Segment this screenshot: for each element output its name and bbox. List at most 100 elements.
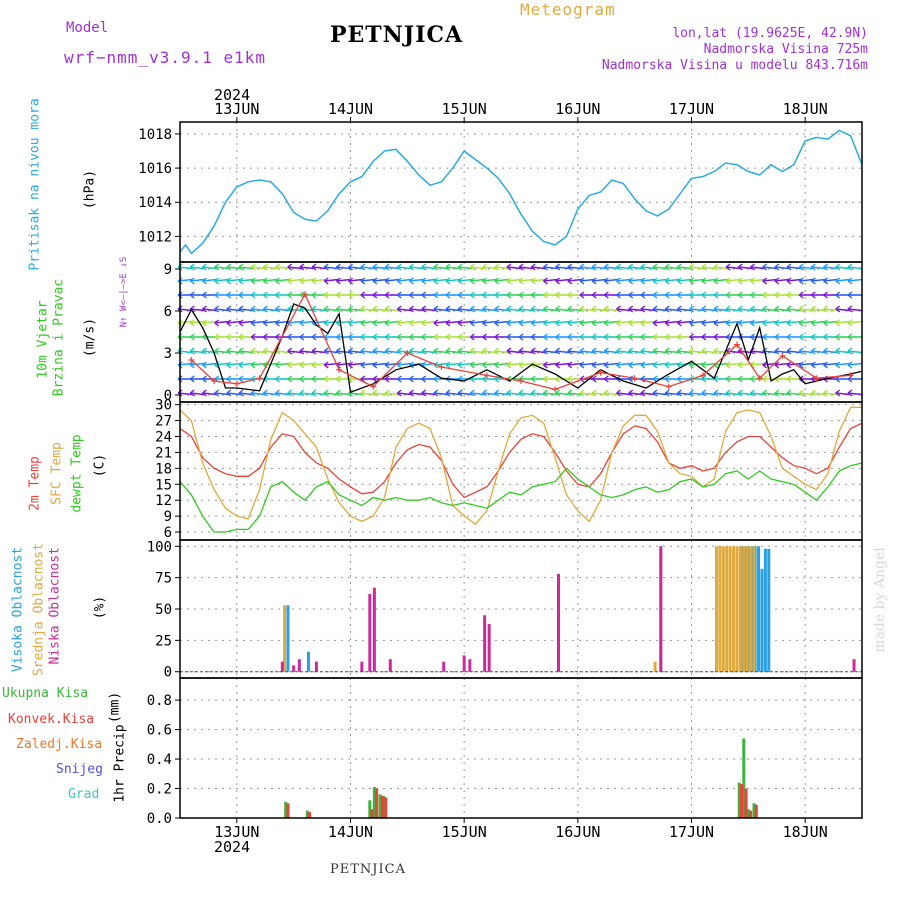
wind-arrow [348, 362, 363, 366]
bar [752, 803, 756, 818]
wind-arrow-head [810, 333, 816, 341]
wind-arrow-head [202, 361, 207, 369]
model-label: Model [66, 20, 109, 36]
wind-arrow-head [287, 333, 293, 341]
wind-arrow [360, 320, 375, 324]
bar [297, 659, 301, 672]
bar [732, 546, 736, 672]
wind-arrow-head [323, 375, 329, 383]
wind-arrow [348, 320, 363, 324]
wind-arrow-head [262, 333, 268, 341]
wind-arrow [336, 278, 351, 282]
wind-arrow [652, 320, 668, 324]
wind-arrow-head [214, 389, 220, 397]
wind-arrow [786, 362, 802, 366]
wind-arrow-head [616, 263, 621, 271]
wind-arrow [251, 392, 266, 396]
wind-arrow [372, 392, 388, 396]
wind-arrow-head [701, 277, 707, 285]
bar [286, 605, 290, 672]
wind-arrow-head [335, 347, 341, 355]
wind-arrow-head [238, 263, 244, 271]
wind-arrow-head [262, 305, 268, 313]
wind-arrow-head [202, 319, 207, 327]
wind-arrow-head [384, 277, 390, 285]
bar [745, 546, 749, 672]
wind-arrow [494, 350, 509, 354]
y-tick-label: 12 [155, 493, 172, 509]
wind-arrow-head [482, 347, 487, 355]
wind-arrow [445, 308, 461, 312]
wind-arrow-head [469, 291, 475, 299]
bar [284, 801, 288, 818]
wind-arrow-head [360, 305, 366, 313]
wind-arrow-head [786, 333, 792, 341]
wind-arrow [251, 278, 266, 282]
wind-arrow [226, 266, 241, 270]
wind-arrow [786, 392, 802, 396]
legend-snow: Snijeg [56, 762, 103, 777]
wind-arrow [677, 392, 692, 396]
wind-arrow [567, 266, 582, 270]
wind-arrow-head [238, 347, 244, 355]
wind-arrow-head [494, 389, 500, 397]
wind-arrow [713, 278, 729, 282]
bar [754, 804, 758, 818]
wind-arrow-head [530, 305, 536, 313]
wind-arrow-head [494, 263, 500, 271]
wind-arrow [226, 278, 241, 282]
wind-arrow [579, 278, 595, 282]
wind-arrow-head [823, 389, 828, 397]
wind-arrow [458, 350, 473, 354]
wind-arrow [713, 392, 729, 396]
wind-arrow [640, 320, 655, 324]
wind-arrow-head [275, 305, 280, 313]
wind-arrow [579, 266, 595, 270]
wind-arrow [287, 362, 302, 366]
wind-arrow-head [579, 333, 585, 341]
wind-arrow-head [189, 389, 195, 397]
wind-arrow-head [323, 389, 329, 397]
wind-arrow-head [555, 305, 561, 313]
wind-arrow-head [664, 319, 670, 327]
wind-arrow [506, 362, 521, 366]
bar [718, 546, 722, 672]
wind-arrow-head [810, 263, 816, 271]
wind-arrow-head [335, 291, 341, 299]
bar [286, 803, 290, 818]
wind-arrow-head [640, 277, 646, 285]
wind-arrow-head [360, 333, 366, 341]
wind-arrow-head [457, 361, 463, 369]
wind-arrow [506, 392, 521, 396]
y-tick-label: 0 [164, 388, 172, 404]
wind-arrow-head [591, 361, 597, 369]
wind-arrow-head [774, 263, 780, 271]
wind-arrow-head [835, 277, 841, 285]
wind-arrow-head [567, 277, 573, 285]
wind-arrow-head [275, 333, 280, 341]
gust-marker [847, 372, 854, 379]
y-tick-label: 24 [155, 430, 172, 446]
y-tick-label: 1016 [138, 161, 172, 177]
wind-arrow [433, 392, 448, 396]
gust-marker [631, 375, 638, 382]
wind-arrow-head [360, 361, 366, 369]
wind-arrow-head [579, 319, 585, 327]
wind-arrow-head [457, 305, 463, 313]
wind-arrow-head [737, 319, 743, 327]
wind-arrow-head [396, 347, 402, 355]
wind-arrow-head [847, 319, 853, 327]
wind-arrow [579, 320, 595, 324]
wind-arrow [786, 278, 802, 282]
wind-arrow-head [823, 291, 828, 299]
bar [742, 546, 746, 672]
bar [757, 546, 761, 672]
wind-arrow [275, 278, 290, 282]
wind-arrow [519, 266, 534, 270]
wind-arrow-head [469, 333, 475, 341]
wind-arrow [202, 362, 217, 366]
wind-arrow-head [250, 347, 256, 355]
wind-arrow-head [847, 291, 853, 299]
gust-marker [336, 366, 343, 373]
wind-arrow-head [372, 361, 378, 369]
